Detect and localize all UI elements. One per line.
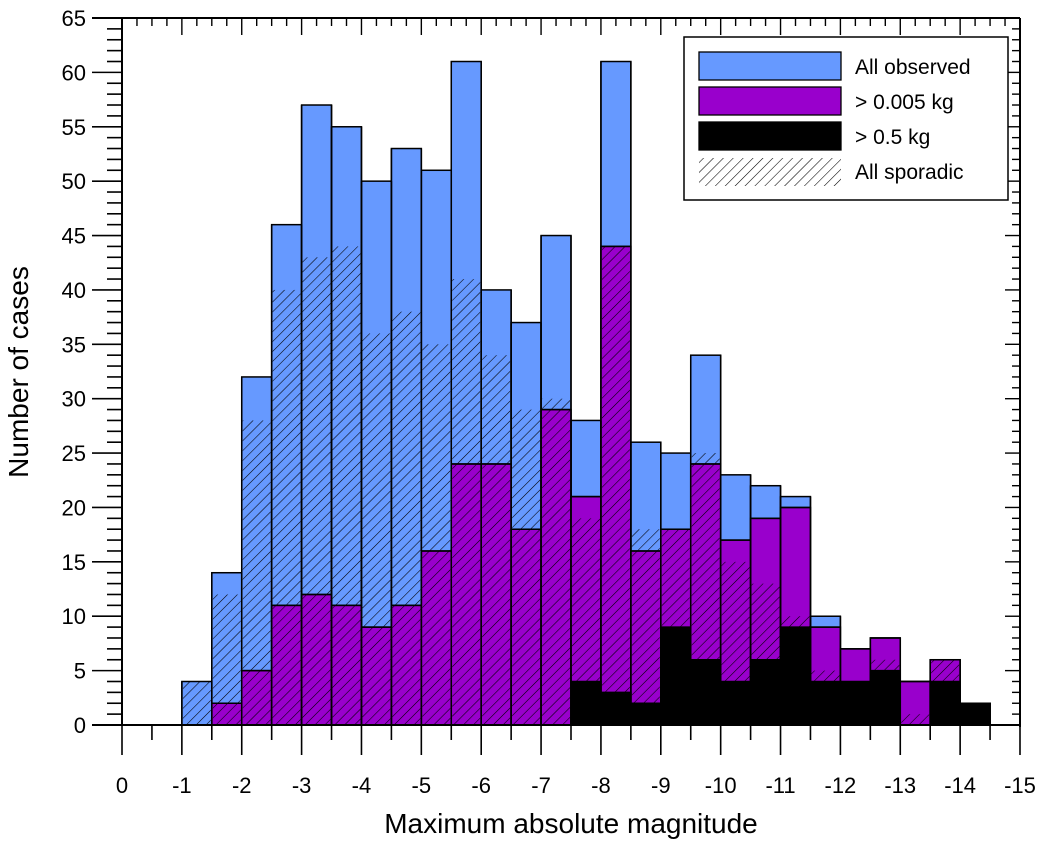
x-tick-label: -7	[531, 773, 551, 798]
bar-05kg	[689, 658, 722, 726]
x-tick-label: -11	[765, 773, 795, 798]
y-tick-label: 10	[62, 604, 86, 629]
bar-05kg	[779, 626, 812, 726]
bar-sporadic-hatch	[182, 681, 211, 725]
bar-sporadic-hatch	[332, 246, 361, 725]
x-tick-label: -15	[1004, 773, 1036, 798]
bar-sporadic-hatch	[452, 279, 481, 725]
bar-05kg	[570, 680, 602, 726]
y-tick-label: 15	[62, 550, 86, 575]
bar-sporadic-hatch	[272, 289, 301, 725]
bar-sporadic-hatch	[631, 529, 660, 725]
bar-sporadic-hatch	[362, 333, 391, 725]
bar-sporadic-hatch	[242, 420, 271, 725]
y-axis-title: Number of cases	[3, 266, 34, 478]
bar-sporadic-hatch	[542, 398, 570, 725]
y-tick-label: 25	[62, 441, 86, 466]
y-tick-label: 65	[62, 6, 86, 31]
x-tick-label: 0	[116, 773, 128, 798]
x-tick-label: -3	[292, 773, 312, 798]
legend-label-05kg: > 0.5 kg	[855, 126, 930, 149]
bar-05kg	[719, 680, 752, 726]
y-tick-label: 0	[74, 713, 86, 738]
legend-swatch-all-observed	[698, 51, 842, 81]
bar-sporadic-hatch	[392, 311, 421, 725]
x-tick-label: -5	[412, 773, 432, 798]
x-tick-label: -8	[591, 773, 611, 798]
bar-05kg	[660, 626, 692, 726]
bar-05kg	[959, 702, 991, 726]
bar-sporadic-hatch	[482, 355, 511, 725]
bar-05kg	[839, 680, 872, 726]
bar-05kg	[749, 658, 782, 726]
legend-label-sporadic: All sporadic	[855, 161, 964, 184]
x-axis-title: Maximum absolute magnitude	[384, 808, 758, 839]
y-tick-label: 40	[62, 278, 86, 303]
x-tick-label: -13	[884, 773, 916, 798]
legend: All observed > 0.005 kg > 0.5 kg All spo…	[683, 36, 1009, 201]
x-tick-label: -4	[352, 773, 372, 798]
y-tick-label: 50	[62, 169, 86, 194]
bar-sporadic-hatch	[302, 257, 331, 725]
x-tick-label: -2	[232, 773, 252, 798]
bar-sporadic-hatch	[422, 344, 451, 725]
y-tick-label: 35	[62, 332, 86, 357]
x-tick-label: -1	[172, 773, 192, 798]
x-tick-label: -12	[825, 773, 857, 798]
legend-label-all-observed: All observed	[855, 56, 971, 79]
y-tick-label: 20	[62, 495, 86, 520]
x-tick-label: -9	[651, 773, 671, 798]
y-tick-label: 55	[62, 115, 86, 140]
bar-05kg	[869, 669, 902, 726]
bars-layer	[181, 60, 991, 726]
legend-swatch-0005kg	[698, 86, 842, 116]
legend-swatch-sporadic	[699, 158, 841, 186]
x-tick-label: -6	[471, 773, 491, 798]
bar-sporadic-hatch	[601, 246, 630, 725]
y-tick-label: 5	[74, 659, 86, 684]
axes-layer: 0 -1 -2 -3 -4 -5 -6 -7 -8 -9 -10 -11 -12 -13 -14 -15 0 5 1…	[62, 6, 1036, 798]
y-tick-label: 30	[62, 387, 86, 412]
x-tick-label: -14	[944, 773, 976, 798]
legend-swatch-05kg	[698, 121, 842, 151]
bar-05kg	[600, 691, 632, 726]
bar-05kg	[809, 680, 842, 726]
bar-05kg	[630, 702, 662, 726]
bar-sporadic-hatch	[901, 714, 930, 725]
y-tick-label: 60	[62, 60, 86, 85]
x-tick-label: -10	[705, 773, 737, 798]
bar-05kg	[929, 680, 961, 726]
y-tick-label: 45	[62, 224, 86, 249]
bar-sporadic-hatch	[212, 594, 241, 725]
bar-sporadic-hatch	[512, 409, 541, 725]
legend-label-0005kg: > 0.005 kg	[855, 91, 954, 114]
